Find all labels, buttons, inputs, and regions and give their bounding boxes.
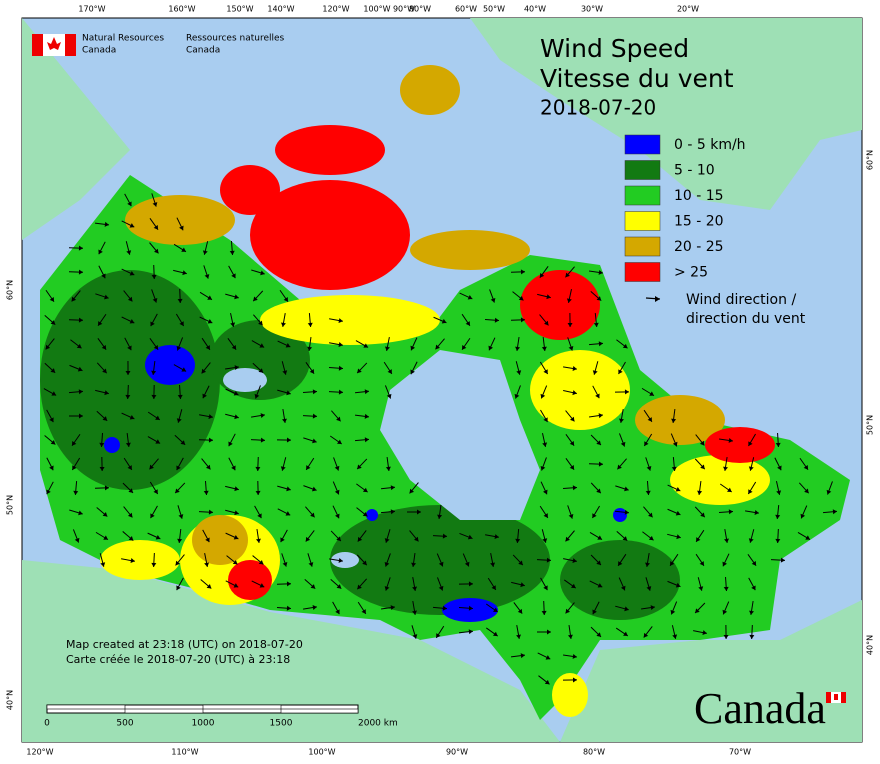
- lon-label: 30°W: [581, 5, 603, 14]
- zone: [40, 270, 220, 490]
- zone: [125, 195, 235, 245]
- lon-label: 60°W: [455, 5, 477, 14]
- org-en: Canada: [82, 46, 116, 56]
- lon-label: 100°W: [363, 5, 390, 14]
- legend-swatch: [625, 237, 660, 256]
- zone: [670, 455, 770, 505]
- canada-wordmark: Canada: [694, 684, 846, 733]
- zone: [275, 125, 385, 175]
- legend-swatch: [625, 212, 660, 231]
- zone: [400, 65, 460, 115]
- legend-swatch: [625, 135, 660, 154]
- scale-seg: [203, 705, 281, 709]
- flag-bar: [826, 692, 831, 703]
- lat-label: 40°N: [866, 635, 875, 655]
- lon-label: 150°W: [226, 5, 253, 14]
- zone: [260, 295, 440, 345]
- credit: Carte créée le 2018-07-20 (UTC) à 23:18: [66, 653, 290, 666]
- zone: [145, 345, 195, 385]
- zone: [366, 509, 378, 521]
- legend-swatch: [625, 186, 660, 205]
- lon-label: 110°W: [171, 748, 198, 757]
- lon-label: 40°W: [524, 5, 546, 14]
- lon-label: 120°W: [26, 748, 53, 757]
- flag-bar: [32, 34, 43, 56]
- lon-label: 170°W: [78, 5, 105, 14]
- legend-label: 0 - 5 km/h: [674, 137, 746, 153]
- title: Wind Speed: [540, 34, 689, 63]
- legend-label: 5 - 10: [674, 163, 715, 179]
- legend-label: 15 - 20: [674, 214, 724, 230]
- lon-label: 20°W: [677, 5, 699, 14]
- date: 2018-07-20: [540, 96, 656, 120]
- legend-swatch: [625, 161, 660, 180]
- lat-label: 60°N: [6, 280, 15, 300]
- maple-leaf: [834, 694, 838, 700]
- legend-label: 20 - 25: [674, 239, 724, 255]
- flag-bar: [841, 692, 846, 703]
- lon-label: 90°W: [446, 748, 468, 757]
- zone: [192, 515, 248, 565]
- lon-label: 140°W: [267, 5, 294, 14]
- zone: [100, 540, 180, 580]
- legend-label: 10 - 15: [674, 188, 724, 204]
- lat-label: 50°N: [6, 495, 15, 515]
- lon-label: 80°W: [409, 5, 431, 14]
- flag-bar: [65, 34, 76, 56]
- zone: [220, 165, 280, 215]
- legend-label: > 25: [674, 265, 708, 281]
- scale-label: 1500: [270, 719, 293, 729]
- scale-seg: [47, 705, 125, 709]
- zone: [104, 437, 120, 453]
- org-fr: Ressources naturelles: [186, 34, 285, 44]
- lat-label: 40°N: [6, 690, 15, 710]
- scale-label: 1000: [192, 719, 215, 729]
- legend-direction: direction du vent: [686, 311, 806, 327]
- scale-label: 0: [44, 719, 50, 729]
- zone: [613, 508, 627, 522]
- zone: [520, 270, 600, 340]
- org-en: Natural Resources: [82, 34, 164, 44]
- lat-label: 60°N: [866, 150, 875, 170]
- wordmark: Canada: [694, 684, 826, 733]
- org-fr: Canada: [186, 46, 220, 56]
- credit: Map created at 23:18 (UTC) on 2018-07-20: [66, 638, 303, 651]
- lon-label: 160°W: [168, 5, 195, 14]
- scale-seg: [281, 709, 358, 713]
- lon-label: 70°W: [729, 748, 751, 757]
- zone: [410, 230, 530, 270]
- zone: [228, 560, 272, 600]
- scale-seg: [125, 709, 203, 713]
- lon-label: 100°W: [308, 748, 335, 757]
- title: Vitesse du vent: [540, 64, 734, 93]
- scale-label: 500: [116, 719, 133, 729]
- zone: [705, 427, 775, 463]
- lon-label: 50°W: [483, 5, 505, 14]
- lon-label: 120°W: [322, 5, 349, 14]
- scale-label: 2000 km: [358, 719, 398, 729]
- lat-label: 50°N: [866, 415, 875, 435]
- legend-swatch: [625, 263, 660, 282]
- legend-direction: Wind direction /: [686, 292, 796, 308]
- lon-label: 80°W: [583, 748, 605, 757]
